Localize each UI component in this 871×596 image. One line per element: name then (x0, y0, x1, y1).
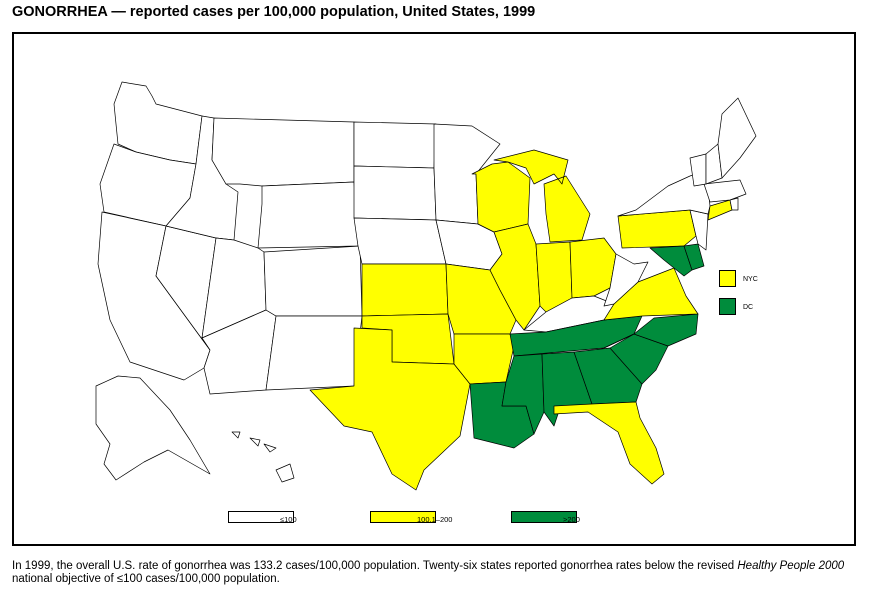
state-tx (309, 327, 471, 491)
state-wi (471, 161, 531, 233)
caption-text-2: national objective of ≤100 cases/100,000… (12, 573, 280, 585)
state-ms (501, 353, 545, 435)
state-oh (569, 237, 617, 299)
caption-italic: Healthy People 2000 (737, 560, 845, 572)
state-nd (353, 121, 437, 169)
caption-text-1: In 1999, the overall U.S. rate of gonorr… (12, 560, 738, 572)
state-ri (729, 197, 739, 211)
legend-swatch-high (511, 511, 577, 523)
state-hi (231, 431, 295, 483)
map-frame: NYC DC ≤100 100.1–200 >200 (12, 32, 856, 546)
state-ks (361, 263, 449, 317)
state-ma (703, 179, 747, 203)
inset-swatch-nyc (719, 270, 736, 287)
legend-swatch-mid (370, 511, 436, 523)
state-wy (257, 181, 359, 249)
inset-label-nyc: NYC (743, 276, 758, 283)
inset-label-dc: DC (743, 304, 754, 311)
state-ct (707, 199, 733, 221)
state-nc (603, 313, 699, 349)
inset-swatch-dc (719, 298, 736, 315)
state-ga (573, 347, 643, 405)
state-sd (353, 165, 437, 221)
state-wv (603, 253, 649, 307)
state-me (717, 97, 757, 179)
state-de (683, 243, 705, 271)
state-ak (95, 375, 211, 481)
state-co (263, 245, 363, 317)
state-mt (211, 117, 355, 187)
legend-swatch-low (228, 511, 294, 523)
page-title: GONORRHEA — reported cases per 100,000 p… (12, 4, 536, 20)
state-il (489, 223, 541, 331)
caption: In 1999, the overall U.S. rate of gonorr… (12, 560, 862, 586)
state-sc (609, 333, 669, 385)
us-map (95, 81, 757, 491)
state-ne (353, 217, 447, 265)
state-pa (617, 209, 697, 249)
legend-label-mid: 100.1–200 (417, 515, 453, 524)
state-mi (493, 149, 591, 243)
state-nm (265, 315, 363, 391)
state-fl (553, 401, 665, 485)
legend-label-low: ≤100 (280, 515, 297, 524)
legend-label-high: >200 (563, 515, 580, 524)
